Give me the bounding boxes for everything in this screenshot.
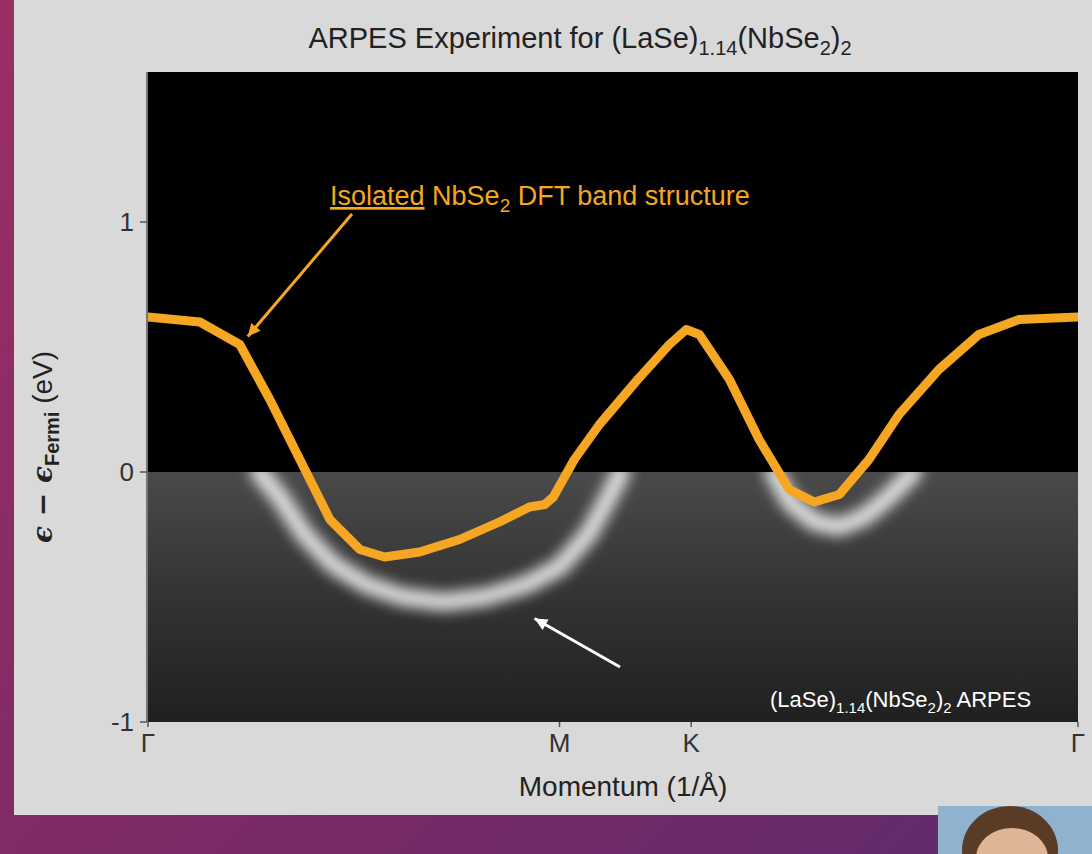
text-run: DFT band structure <box>510 181 750 211</box>
text-run: (NbSe <box>865 687 927 712</box>
series-label: Isolated NbSe2 DFT band structure <box>330 181 750 216</box>
panel <box>14 0 1092 815</box>
text-run: Isolated <box>330 181 425 211</box>
text-run: ARPES Experiment for (LaSe) <box>308 22 698 54</box>
x-tick <box>147 722 149 727</box>
text-run: NbSe <box>425 181 500 211</box>
text-run: ) <box>831 22 841 54</box>
x-axis-title: Momentum (1/Å) <box>519 771 728 802</box>
subscript: 1.14 <box>698 37 737 59</box>
x-tick-label: Γ <box>141 728 155 758</box>
x-tick-label: Γ <box>1071 728 1085 758</box>
y-tick-label: 1 <box>120 207 134 237</box>
photo-hair <box>962 806 1058 854</box>
text-run: (LaSe) <box>770 687 836 712</box>
text-run: (NbSe <box>737 22 819 54</box>
subscript: 2 <box>840 37 851 59</box>
y-tick <box>140 721 147 723</box>
x-tick-label: M <box>549 728 571 758</box>
dft-band <box>148 317 1078 557</box>
subscript: 2 <box>500 195 511 216</box>
subscript: 2 <box>820 37 831 59</box>
title: ARPES Experiment for (LaSe)1.14(NbSe2)2 <box>308 22 851 59</box>
text-run: ARPES <box>952 687 1031 712</box>
y-axis-line <box>146 72 148 722</box>
arpes-group <box>259 472 913 602</box>
arpes-band <box>259 472 913 602</box>
subscript: Fermi <box>41 412 63 466</box>
x-tick <box>559 722 561 727</box>
subscript: 1.14 <box>836 699 865 716</box>
photo <box>938 806 1092 854</box>
y-tick <box>140 471 147 473</box>
series-arrow-head <box>248 323 261 337</box>
x-tick-label: K <box>683 728 701 758</box>
series-arrow-head <box>535 619 549 631</box>
photo-face <box>976 828 1048 854</box>
series-arrow <box>248 214 352 337</box>
y-tick-label: -1 <box>111 707 134 737</box>
x-tick <box>690 722 692 727</box>
subscript: 2 <box>928 699 936 716</box>
plot-group <box>148 317 1078 722</box>
x-tick <box>1077 722 1079 727</box>
subscript: 2 <box>943 699 951 716</box>
text-run: ϵ − ϵ <box>26 466 59 543</box>
series-label: (LaSe)1.14(NbSe2)2 ARPES <box>770 687 1031 716</box>
y-axis-title: ϵ − ϵFermi (eV) <box>26 351 63 543</box>
arpes-field <box>148 472 1078 722</box>
series-arrow <box>535 619 620 668</box>
y-tick-label: 0 <box>120 457 134 487</box>
chart-svg: -101ΓMKΓARPES Experiment for (LaSe)1.14(… <box>0 0 1092 854</box>
plot-area <box>148 72 1078 722</box>
y-tick <box>140 221 147 223</box>
text-run: (eV) <box>27 351 58 412</box>
text-run: ) <box>936 687 943 712</box>
